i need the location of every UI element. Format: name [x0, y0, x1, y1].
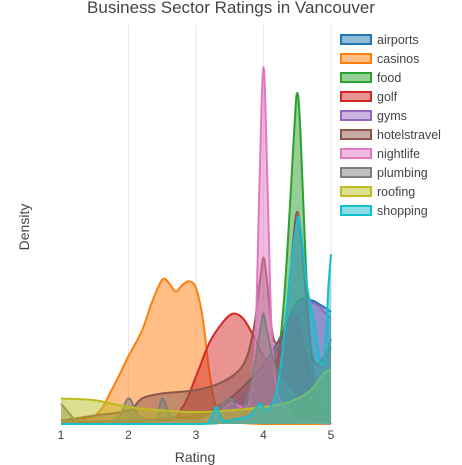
- legend-item-gyms[interactable]: gyms: [340, 109, 407, 123]
- legend-item-plumbing[interactable]: plumbing: [340, 166, 428, 180]
- legend-swatch-plumbing: [340, 167, 372, 178]
- legend-label-airports: airports: [377, 33, 419, 47]
- legend-swatch-airports: [340, 34, 372, 45]
- x-tick-label-5: 5: [328, 428, 335, 442]
- legend-swatch-gyms: [340, 110, 372, 121]
- legend-swatch-roofing: [340, 186, 372, 197]
- legend-item-nightlife[interactable]: nightlife: [340, 147, 420, 161]
- legend-item-food[interactable]: food: [340, 71, 401, 85]
- area-plumbing[interactable]: [61, 313, 331, 424]
- density-areas: [60, 66, 332, 426]
- legend-item-roofing[interactable]: roofing: [340, 185, 415, 199]
- x-tick-label-2: 2: [125, 428, 132, 442]
- legend-label-gyms: gyms: [377, 109, 407, 123]
- legend-item-casinos[interactable]: casinos: [340, 52, 419, 66]
- x-axis: 1 2 3 4 5: [58, 428, 335, 442]
- x-tick-label-4: 4: [260, 428, 267, 442]
- legend-swatch-casinos: [340, 53, 372, 64]
- legend-label-nightlife: nightlife: [377, 147, 420, 161]
- x-tick-label-1: 1: [58, 428, 65, 442]
- legend-label-plumbing: plumbing: [377, 166, 428, 180]
- legend-label-golf: golf: [377, 90, 398, 104]
- legend-item-airports[interactable]: airports: [340, 33, 419, 47]
- legend-label-roofing: roofing: [377, 185, 415, 199]
- legend-swatch-golf: [340, 91, 372, 102]
- legend-label-hotelstravel: hotelstravel: [377, 128, 441, 142]
- legend-swatch-hotelstravel: [340, 129, 372, 140]
- legend[interactable]: airports casinos food golf gyms hotelstravel n…: [340, 33, 441, 218]
- legend-label-casinos: casinos: [377, 52, 419, 66]
- legend-label-shopping: shopping: [377, 204, 428, 218]
- legend-swatch-nightlife: [340, 148, 372, 159]
- legend-item-golf[interactable]: golf: [340, 90, 398, 104]
- area-shopping[interactable]: [61, 216, 331, 424]
- x-axis-title: Rating: [175, 449, 215, 465]
- legend-swatch-food: [340, 72, 372, 83]
- legend-swatch-shopping: [340, 205, 372, 216]
- legend-item-hotelstravel[interactable]: hotelstravel: [340, 128, 441, 142]
- chart-title: Business Sector Ratings in Vancouver: [87, 0, 375, 17]
- line-shopping: [61, 215, 332, 426]
- legend-label-food: food: [377, 71, 401, 85]
- legend-item-shopping[interactable]: shopping: [340, 204, 428, 218]
- area-casinos[interactable]: [61, 278, 331, 424]
- y-axis-title: Density: [16, 204, 32, 251]
- series-shopping[interactable]: [61, 215, 332, 426]
- x-tick-label-3: 3: [193, 428, 200, 442]
